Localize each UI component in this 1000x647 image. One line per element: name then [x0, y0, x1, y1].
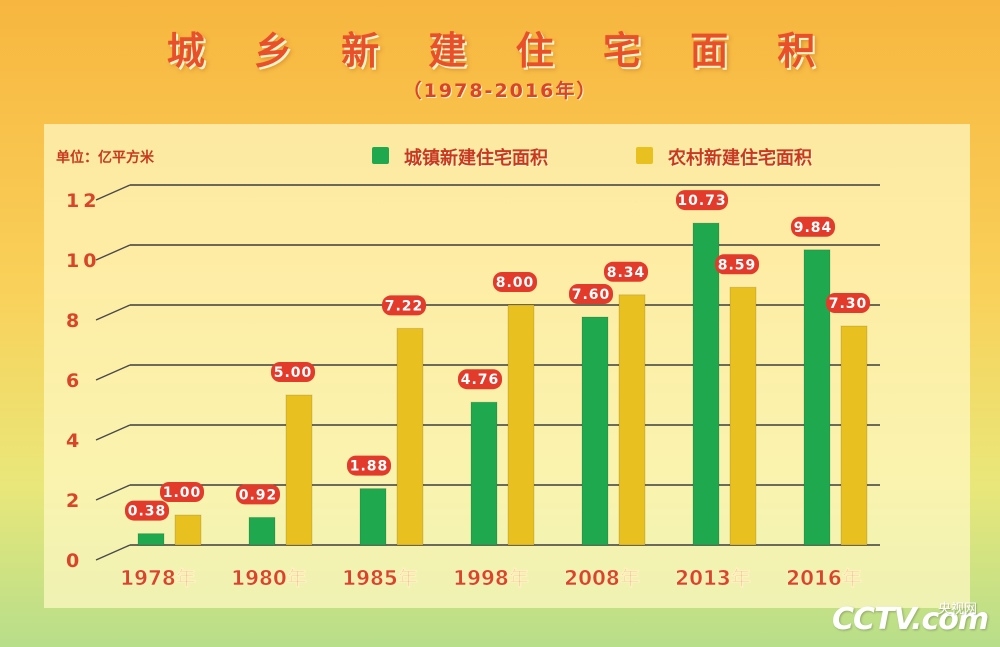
bar-urban	[359, 488, 387, 546]
data-label: 7.30	[829, 296, 868, 312]
gridline-slant	[95, 184, 131, 201]
data-label: 0.92	[239, 487, 278, 503]
bar-rural	[840, 325, 868, 546]
bar-rural	[396, 327, 424, 546]
legend-swatch-urban	[372, 147, 389, 164]
gridline-slant	[95, 304, 131, 321]
data-label-pill	[791, 216, 835, 237]
data-label: 8.00	[496, 275, 535, 291]
legend-swatch-rural	[636, 147, 653, 164]
bar-urban	[581, 316, 609, 546]
gridline-slant	[95, 364, 131, 381]
bar-urban	[470, 401, 498, 546]
data-label: 0.38	[128, 504, 167, 520]
bar-rural	[174, 514, 202, 546]
chart-subtitle: （1978-2016年）	[402, 80, 598, 102]
data-label: 7.22	[385, 298, 424, 314]
data-label: 10.73	[677, 193, 726, 209]
legend-label-urban: 城镇新建住宅面积	[404, 148, 548, 169]
data-label: 8.59	[718, 257, 757, 273]
bar-rural	[507, 304, 535, 546]
x-tick-label: 1980年	[231, 566, 307, 590]
data-label-pill	[604, 261, 648, 282]
data-label: 1.00	[163, 485, 202, 501]
bar-rural	[285, 394, 313, 546]
y-tick-label: 10	[66, 250, 100, 272]
data-label: 5.00	[274, 365, 313, 381]
bar-urban	[692, 222, 720, 546]
bar-rural	[618, 294, 646, 546]
legend-label-rural: 农村新建住宅面积	[668, 148, 812, 169]
data-label: 8.34	[607, 265, 646, 281]
data-label: 1.88	[350, 459, 389, 475]
data-label-pill	[236, 484, 280, 505]
logo-main-text: CCTV.com	[832, 602, 989, 637]
y-tick-label: 8	[66, 310, 83, 332]
x-tick-label: 1978年	[120, 566, 196, 590]
data-label: 9.84	[794, 220, 833, 236]
bar-rural	[729, 286, 757, 546]
y-tick-label: 4	[66, 430, 83, 452]
x-tick-label: 2008年	[564, 566, 640, 590]
unit-label: 单位：亿平方米	[56, 150, 154, 166]
data-label-pill	[676, 190, 728, 211]
x-tick-label: 1985年	[342, 566, 418, 590]
data-label-pill	[493, 272, 537, 292]
data-label-pill	[569, 284, 613, 304]
chart-title: 城 乡 新 建 住 宅 面 积	[166, 29, 834, 73]
data-label-pill	[715, 254, 759, 275]
gridline-slant	[95, 244, 131, 261]
data-label: 7.60	[572, 287, 611, 303]
y-tick-label: 2	[66, 490, 83, 512]
cctv-logo: CCTV.com 央视网	[832, 596, 992, 642]
y-tick-label: 0	[66, 550, 83, 572]
bar-urban	[137, 533, 165, 546]
gridline-slant	[95, 484, 131, 501]
logo-sub-text: 央视网	[938, 602, 978, 617]
data-label-pill	[160, 482, 204, 502]
data-label-pill	[347, 455, 391, 476]
y-tick-label: 12	[66, 190, 100, 212]
x-tick-label: 2013年	[675, 566, 751, 590]
data-label-pill	[382, 295, 426, 316]
data-label-pill	[271, 362, 315, 382]
data-label-pill	[458, 369, 502, 390]
gridline-slant	[95, 544, 131, 561]
data-label-pill	[125, 500, 169, 521]
gridline-slant	[95, 424, 131, 441]
x-tick-label: 1998年	[453, 566, 529, 590]
bar-urban	[248, 516, 276, 546]
bar-urban	[803, 249, 831, 546]
x-tick-label: 2016年	[786, 566, 862, 590]
data-label-pill	[826, 293, 870, 313]
y-tick-label: 6	[66, 370, 83, 392]
data-label: 4.76	[461, 372, 500, 388]
